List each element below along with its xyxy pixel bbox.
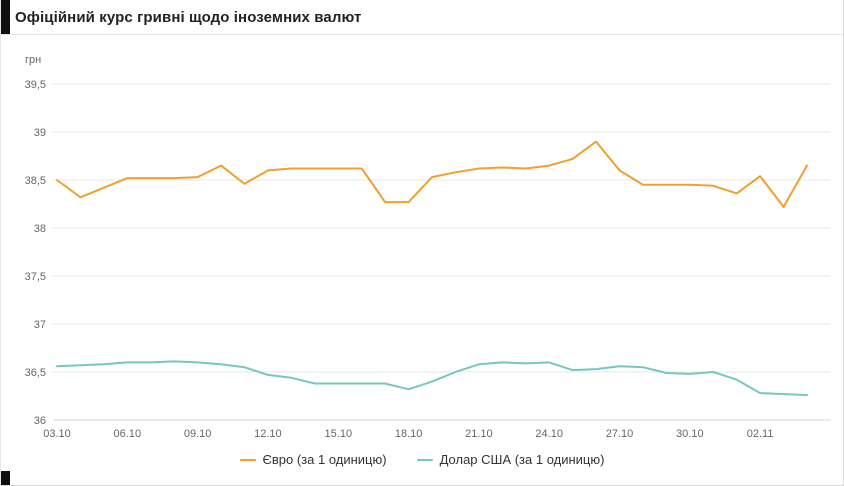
x-tick-label: 09.10 <box>184 428 212 440</box>
y-axis-unit-label: грн <box>25 54 41 66</box>
usd-line-swatch <box>416 458 433 461</box>
y-tick-label: 39 <box>34 127 46 139</box>
legend-item-euro[interactable]: Євро (за 1 одиницю) <box>239 452 387 467</box>
x-tick-label: 24.10 <box>535 428 563 440</box>
x-tick-label: 27.10 <box>606 428 634 440</box>
page-header: Офіційний курс гривні щодо іноземних вал… <box>1 0 843 35</box>
y-tick-label: 39,5 <box>25 79 46 91</box>
legend-label-euro: Євро (за 1 одиницю) <box>262 452 387 467</box>
x-tick-label: 21.10 <box>465 428 493 440</box>
y-tick-label: 38,5 <box>25 175 46 187</box>
x-tick-label: 06.10 <box>114 428 142 440</box>
x-tick-label: 15.10 <box>325 428 353 440</box>
y-tick-label: 37 <box>34 319 46 331</box>
screen-edge-artifact-top <box>1 0 10 34</box>
x-tick-label: 02.11 <box>747 428 774 440</box>
legend-label-usd: Долар США (за 1 одиницю) <box>439 452 605 467</box>
x-tick-label: 18.10 <box>395 428 423 440</box>
y-tick-label: 38 <box>34 223 46 235</box>
euro-line-swatch <box>239 458 256 461</box>
y-tick-label: 37,5 <box>25 271 46 283</box>
exchange-rate-chart[interactable]: грн 36 36,5 37 37,5 38 38,5 39 39,5 03.10 06.10 09.… <box>1 0 844 450</box>
x-tick-label: 03.10 <box>43 428 71 440</box>
y-tick-label: 36,5 <box>25 367 46 379</box>
x-tick-label: 30.10 <box>676 428 704 440</box>
chart-legend: Євро (за 1 одиницю) Долар США (за 1 один… <box>1 452 843 467</box>
screen-edge-artifact-bottom <box>1 471 10 485</box>
euro-line <box>56 140 808 208</box>
legend-item-usd[interactable]: Долар США (за 1 одиницю) <box>416 452 605 467</box>
x-tick-label: 12.10 <box>254 428 282 440</box>
usd-line <box>56 360 808 396</box>
page-title: Офіційний курс гривні щодо іноземних вал… <box>15 8 362 26</box>
y-tick-label: 36 <box>34 415 46 427</box>
